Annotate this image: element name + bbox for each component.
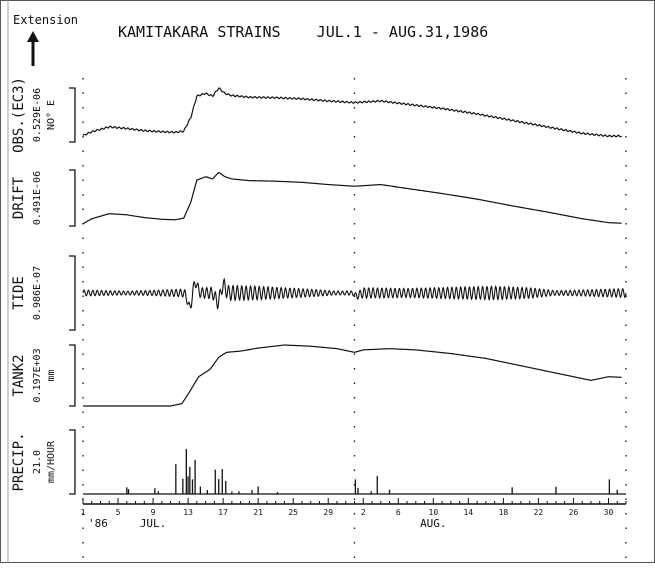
panel-drift: DRIFT 0.491E-06	[11, 169, 622, 227]
x-tick-label-4: 17	[218, 508, 228, 517]
x-tick-label-2: 9	[151, 508, 156, 517]
x-tick-label-13: 22	[534, 508, 544, 517]
drift-scale-bracket	[69, 169, 76, 227]
tank2-scale: 0.197E+03	[32, 348, 43, 402]
x-tick-label-1: 5	[116, 508, 121, 517]
chart-title: KAMITAKARA STRAINS JUL.1 - AUG.31,1986	[118, 23, 488, 41]
tide-scale-bracket	[69, 255, 76, 331]
x-tick-label-15: 30	[604, 508, 614, 517]
precip-label: PRECIP.	[11, 432, 27, 491]
x-tick-label-9: 6	[396, 508, 401, 517]
x-tick-label-8: 2	[361, 508, 366, 517]
obs-ec3-side-label: NO° E	[46, 100, 57, 130]
x-tick-label-0: 1	[81, 508, 86, 517]
x-axis: 1 5 9 13 17 21 25 29 2 6 10 14 18 22 26 30'86 JUL. AUG.	[81, 498, 627, 530]
panel-obs-ec3: OBS.(EC3) 0.529E-06 NO° E	[11, 77, 623, 153]
x-tick-label-14: 26	[569, 508, 579, 517]
month-label-1: AUG.	[420, 517, 447, 530]
panel-precip: PRECIP. 21.0 mm/HOUR	[11, 429, 626, 495]
precip-side-label: mm/HOUR	[46, 440, 57, 483]
year-label: '86	[88, 517, 108, 530]
obs-ec3-label: OBS.(EC3)	[11, 77, 27, 153]
x-tick-label-3: 13	[183, 508, 193, 517]
drift-label: DRIFT	[11, 176, 27, 219]
x-tick-label-6: 25	[288, 508, 298, 517]
x-tick-label-7: 29	[323, 508, 333, 517]
precip-scale-bracket	[69, 429, 76, 495]
drift-scale: 0.491E-06	[32, 171, 43, 225]
extension-label: Extension	[13, 13, 78, 27]
x-tick-label-10: 10	[429, 508, 439, 517]
month-label-0: JUL.	[140, 517, 167, 530]
precip-scale: 21.0	[32, 450, 43, 474]
tide-scale: 0.986E-07	[32, 266, 43, 320]
panel-tank2: TANK2 0.197E+03 mm	[11, 344, 622, 407]
tank2-label: TANK2	[11, 354, 27, 396]
obs-ec3-series-line	[82, 87, 623, 138]
x-tick-label-5: 21	[253, 508, 263, 517]
tank2-series-line	[83, 344, 622, 407]
panels: OBS.(EC3) 0.529E-06 NO° E DRIFT 0.491E-06 TID…	[11, 77, 627, 495]
tide-series-line	[82, 277, 627, 310]
tide-label: TIDE	[11, 276, 27, 310]
panel-tide: TIDE 0.986E-07	[11, 255, 627, 331]
x-tick-label-12: 18	[499, 508, 509, 517]
obs-ec3-scale: 0.529E-06	[32, 88, 43, 142]
obs-ec3-scale-bracket	[69, 87, 76, 143]
x-tick-label-11: 14	[464, 508, 474, 517]
tank2-side-label: mm	[46, 369, 57, 381]
drift-series-line	[82, 171, 622, 225]
tank2-scale-bracket	[69, 344, 76, 407]
extension-arrow-icon	[27, 31, 39, 66]
